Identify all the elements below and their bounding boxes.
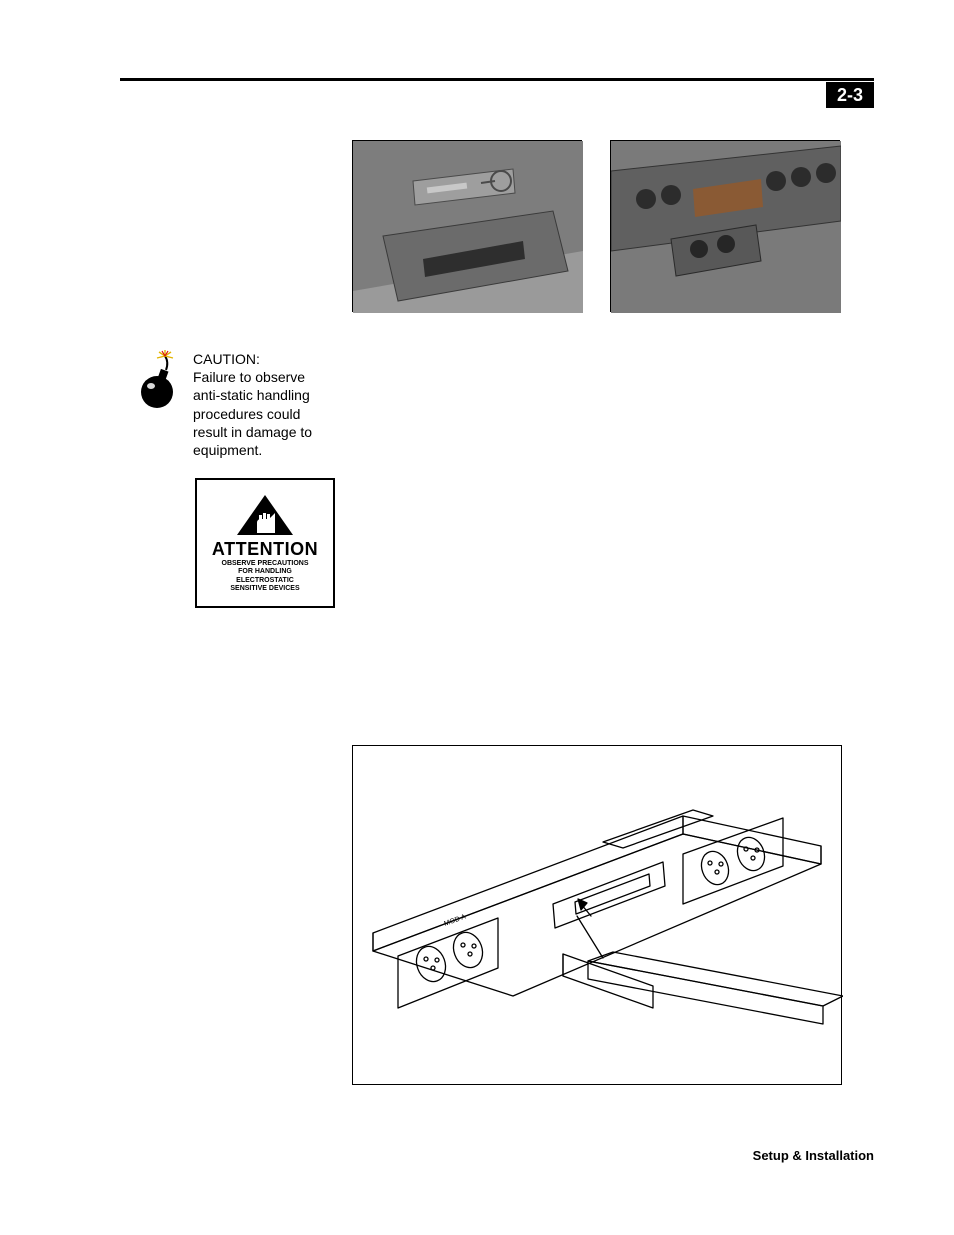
photo-right-svg	[611, 141, 841, 313]
esd-attention-label: ATTENTION OBSERVE PRECAUTIONS FOR HANDLI…	[195, 478, 335, 608]
photos-row	[352, 140, 840, 312]
bomb-icon	[135, 350, 181, 410]
footer-section-title: Setup & Installation	[753, 1148, 874, 1163]
photo-left-svg	[353, 141, 583, 313]
esd-line4: SENSITIVE DEVICES	[230, 585, 299, 593]
caution-body: Failure to observe anti-static handling …	[193, 368, 335, 459]
page: 2-3	[0, 0, 954, 1235]
svg-text:MOD A: MOD A	[443, 913, 467, 927]
line-diagram: MOD A	[352, 745, 842, 1085]
photo-right	[610, 140, 840, 312]
caution-block: CAUTION: Failure to observe anti-static …	[135, 350, 335, 459]
page-number: 2-3	[837, 85, 863, 106]
caution-text: CAUTION: Failure to observe anti-static …	[193, 350, 335, 459]
page-number-box: 2-3	[826, 82, 874, 108]
esd-line3: ELECTROSTATIC	[236, 577, 294, 585]
esd-line1: OBSERVE PRECAUTIONS	[222, 560, 309, 568]
esd-attention-title: ATTENTION	[212, 539, 318, 560]
photo-left	[352, 140, 582, 312]
esd-triangle-icon	[235, 493, 295, 537]
esd-line2: FOR HANDLING	[238, 568, 292, 576]
caution-heading: CAUTION:	[193, 350, 335, 368]
line-diagram-svg: MOD A	[353, 746, 843, 1086]
header-rule	[120, 78, 874, 81]
